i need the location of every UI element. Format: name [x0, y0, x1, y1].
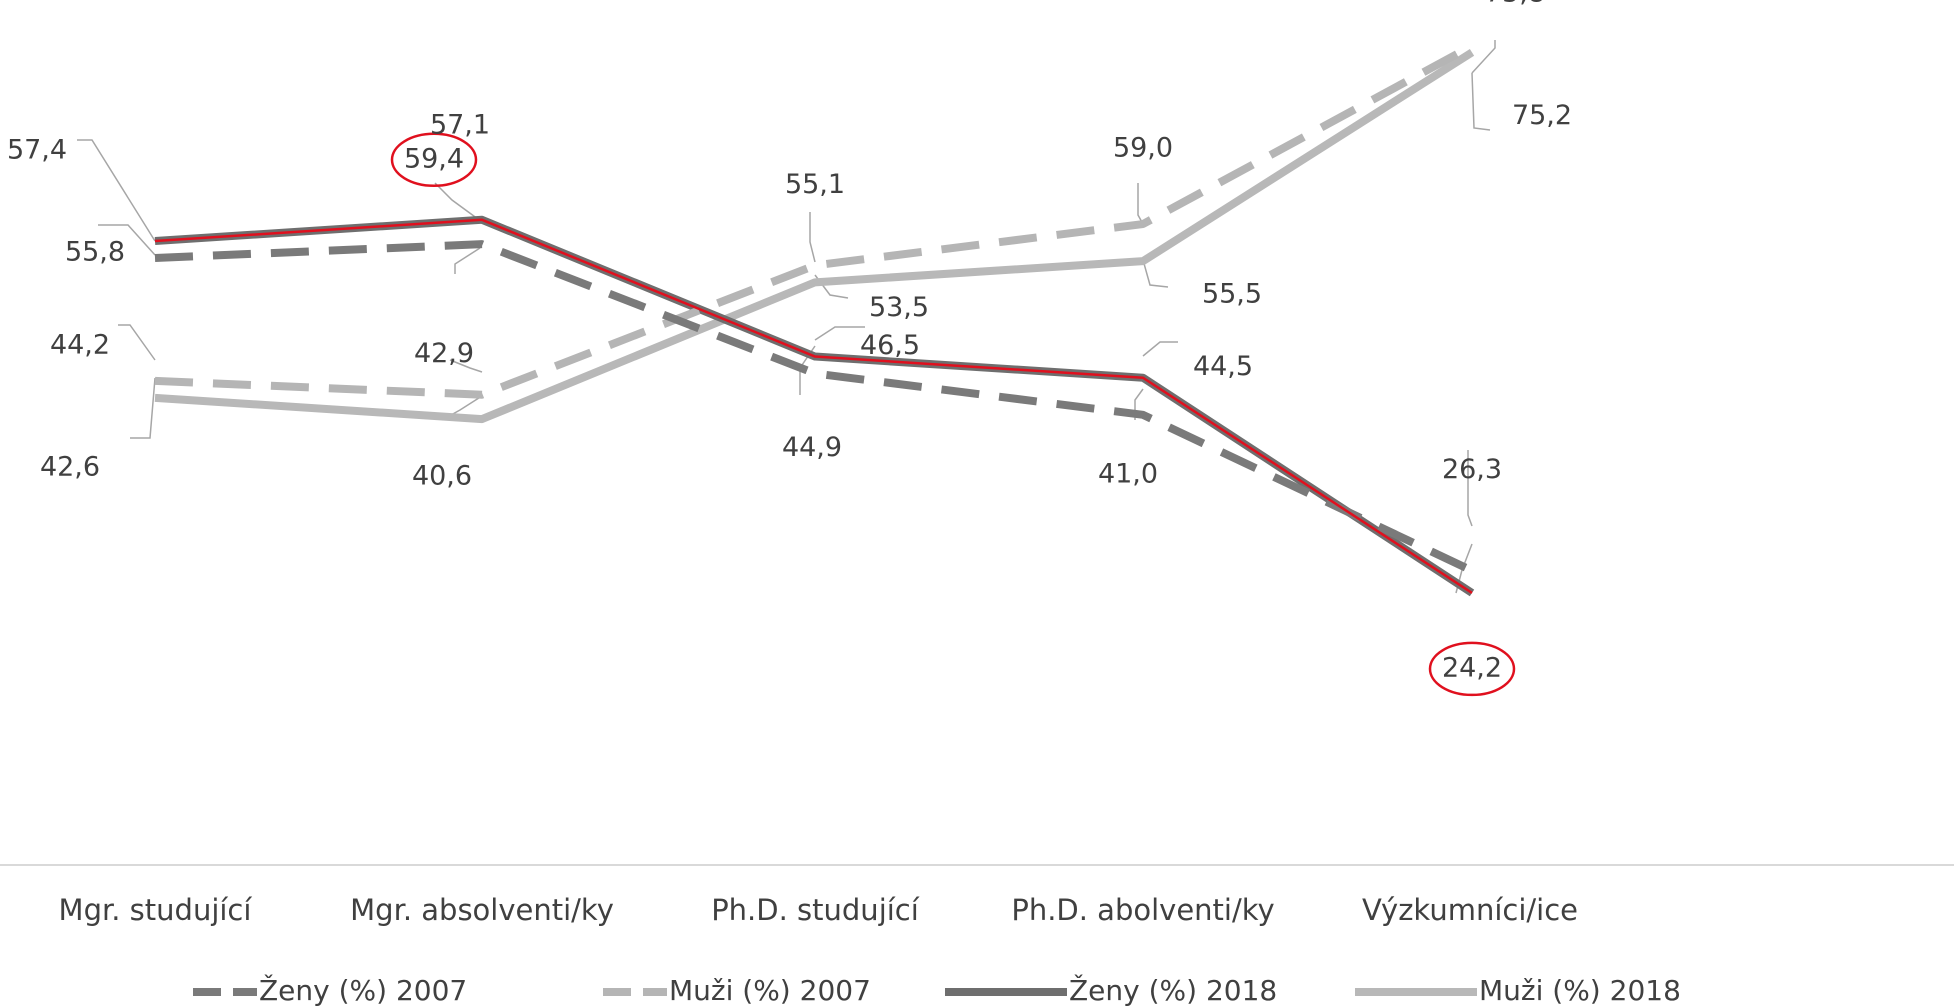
- highlight-line: [154, 218, 1473, 594]
- data-label: 59,0: [1113, 133, 1173, 164]
- leader-lines: [77, 40, 1496, 594]
- legend-label: Ženy (%) 2018: [1069, 973, 1277, 1007]
- leader-line: [809, 212, 816, 263]
- leader-line: [1471, 40, 1496, 74]
- leader-line: [454, 247, 481, 274]
- category-label: Ph.D. abolventi/ky: [1011, 893, 1274, 927]
- highlight-circle: [390, 132, 478, 188]
- data-label: 75,2: [1512, 100, 1572, 131]
- data-label: 75,8: [1485, 0, 1545, 8]
- category-label: Mgr. studující: [59, 893, 253, 927]
- data-label: 46,5: [860, 330, 920, 361]
- legend-label: Muži (%) 2018: [1479, 974, 1681, 1007]
- data-label: 42,6: [40, 451, 100, 482]
- series-line: [154, 42, 1474, 399]
- leader-line: [434, 182, 483, 223]
- category-label: Mgr. absolventi/ky: [350, 893, 614, 927]
- data-label: 55,5: [1202, 279, 1262, 310]
- legend-label: Ženy (%) 2007: [259, 973, 467, 1007]
- data-label: 44,9: [782, 432, 842, 463]
- leader-line: [98, 224, 156, 256]
- data-label: 40,6: [412, 461, 472, 492]
- data-label: 57,1: [430, 110, 490, 141]
- data-label: 26,3: [1442, 454, 1502, 485]
- data-label: 42,9: [414, 338, 474, 369]
- leader-line: [1467, 450, 1473, 527]
- leader-line: [1471, 72, 1491, 131]
- leader-line: [130, 377, 156, 439]
- leader-line: [118, 324, 156, 361]
- series-line: [154, 215, 1475, 597]
- category-label: Ph.D. studující: [711, 893, 920, 927]
- data-label: 55,8: [65, 236, 125, 267]
- leader-line: [77, 139, 156, 242]
- data-label: 59,4: [404, 143, 464, 174]
- category-label: Výzkumníci/ice: [1362, 893, 1578, 927]
- leader-line: [1142, 259, 1169, 288]
- data-label: 44,2: [50, 329, 110, 360]
- data-label: 53,5: [869, 292, 929, 323]
- leader-line: [1142, 341, 1178, 357]
- highlight-overlay: [154, 132, 1516, 697]
- leader-line: [814, 326, 865, 341]
- series-lines: [154, 42, 1475, 597]
- data-label: 57,4: [7, 135, 67, 166]
- data-label: 44,5: [1193, 351, 1253, 382]
- category-labels: Mgr. studující Mgr. absolventi/ky Ph.D. st…: [59, 893, 1578, 927]
- legend: Ženy (%) 2007 Muži (%) 2007 Ženy (%) 2018 M…: [193, 973, 1681, 1007]
- data-labels: 55,8 57,1 44,9 41,0 26,3 44,2 42,9 55,1 59,0 75,8…: [7, 0, 1572, 683]
- data-label: 55,1: [785, 169, 845, 200]
- highlight-circle: [1428, 641, 1516, 697]
- leader-line: [1137, 183, 1144, 225]
- data-label: 24,2: [1442, 652, 1502, 683]
- series-line: [154, 48, 1475, 424]
- legend-label: Muži (%) 2007: [669, 974, 871, 1007]
- series-line: [154, 240, 1474, 575]
- leader-line: [449, 359, 483, 373]
- data-label: 41,0: [1098, 458, 1158, 489]
